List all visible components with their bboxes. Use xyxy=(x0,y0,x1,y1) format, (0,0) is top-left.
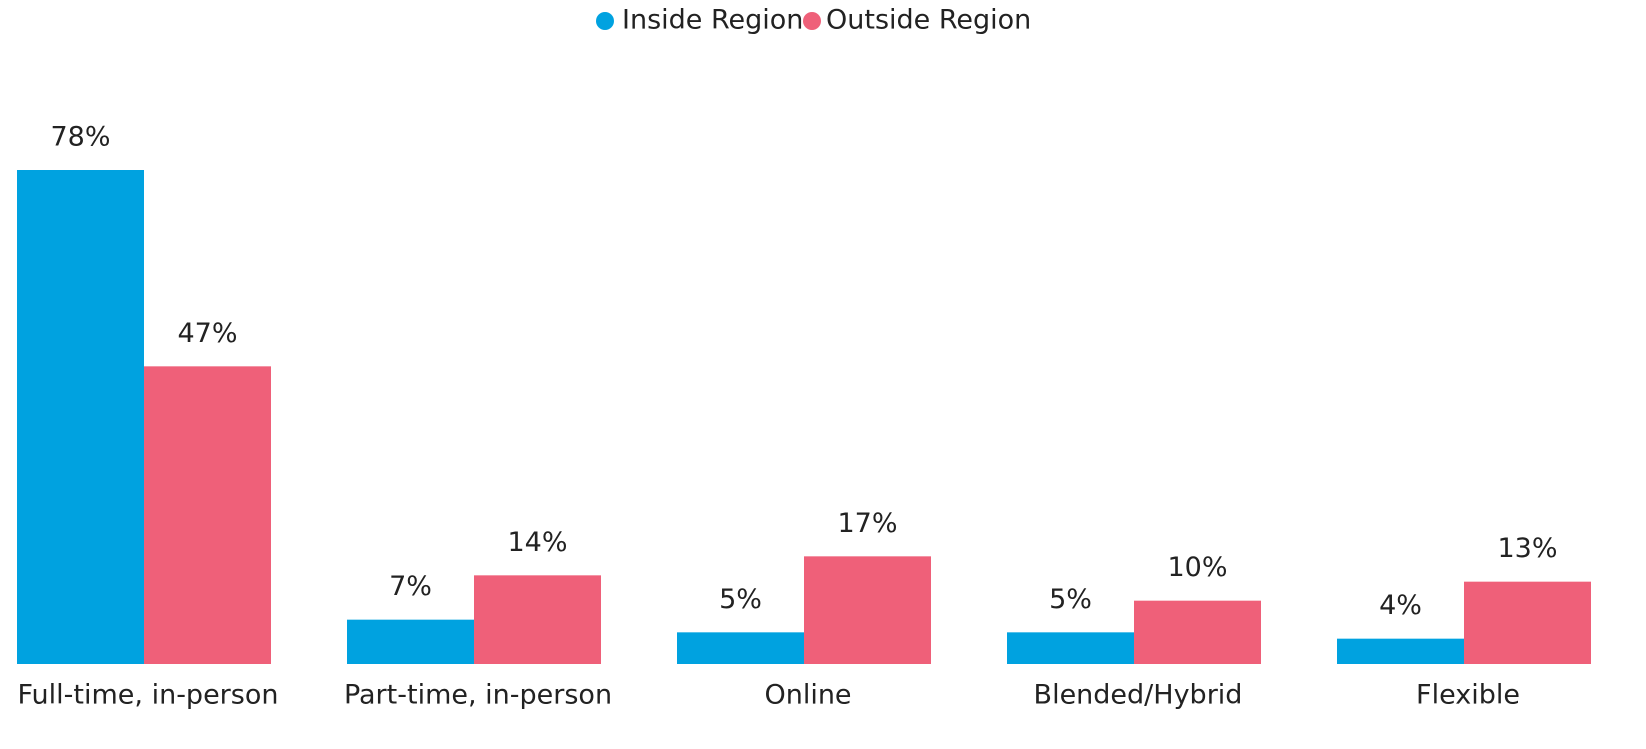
x-tick-label: Part-time, in-person xyxy=(344,680,612,711)
bar xyxy=(1464,581,1591,664)
x-tick-label: Flexible xyxy=(1416,680,1520,711)
legend-marker xyxy=(596,12,614,30)
data-label: 5% xyxy=(719,584,762,615)
x-tick-label: Full-time, in-person xyxy=(18,680,279,711)
data-label: 47% xyxy=(177,318,237,349)
bar xyxy=(677,632,804,664)
bar xyxy=(804,556,931,664)
legend-label: Outside Region xyxy=(826,5,1031,36)
data-label: 17% xyxy=(837,508,897,539)
bar xyxy=(1134,600,1261,664)
bar xyxy=(474,575,601,664)
data-label: 10% xyxy=(1167,552,1227,583)
bar xyxy=(144,366,271,664)
bar xyxy=(1007,632,1134,664)
x-tick-label: Online xyxy=(764,680,851,711)
bar xyxy=(17,170,144,664)
data-label: 13% xyxy=(1497,533,1557,564)
data-label: 14% xyxy=(507,527,567,558)
bar xyxy=(347,619,474,664)
data-label: 4% xyxy=(1379,590,1422,621)
legend-label: Inside Region xyxy=(622,5,803,36)
data-label: 7% xyxy=(389,571,432,602)
data-label: 78% xyxy=(50,122,110,153)
x-tick-label: Blended/Hybrid xyxy=(1034,680,1243,711)
legend-marker xyxy=(803,12,821,30)
bar xyxy=(1337,638,1464,664)
data-label: 5% xyxy=(1049,584,1092,615)
